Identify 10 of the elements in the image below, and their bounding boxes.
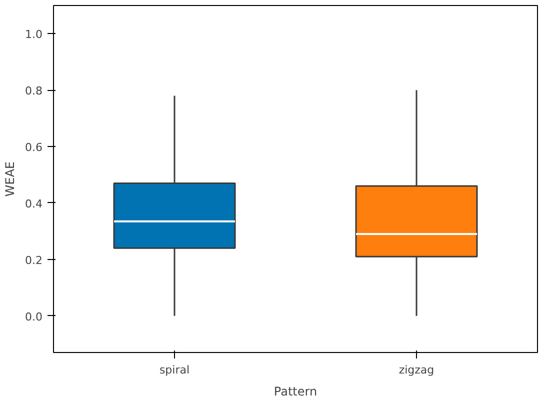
x-tick-label: spiral [159, 364, 190, 376]
y-tick-label: 0.8 [25, 84, 43, 98]
y-axis-title: WEAE [3, 161, 18, 197]
x-tick-label: zigzag [398, 364, 434, 376]
x-axis-title: Pattern [274, 384, 318, 398]
y-tick-label: 1.0 [25, 28, 43, 42]
y-tick-label: 0.4 [25, 197, 43, 210]
y-tick-label: 0.0 [25, 310, 43, 324]
y-tick-label: 0.6 [25, 141, 43, 154]
y-tick-label: 0.2 [25, 254, 43, 267]
